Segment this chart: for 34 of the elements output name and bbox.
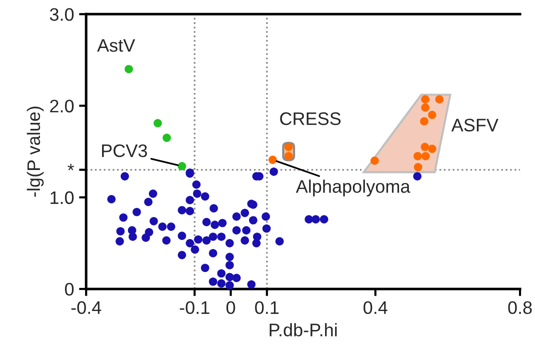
point bbox=[428, 144, 436, 153]
annotation: CRESS bbox=[280, 112, 341, 126]
annotation: AstV bbox=[97, 39, 136, 52]
annotation: PCV3 bbox=[102, 144, 147, 158]
y-tick-label: 1.0 bbox=[50, 191, 74, 204]
point bbox=[162, 134, 171, 142]
point bbox=[420, 117, 428, 126]
point bbox=[268, 156, 277, 164]
y-tick-label: * bbox=[68, 164, 74, 170]
y-tick-label: 3.0 bbox=[50, 8, 74, 21]
y-tick-label: 2.0 bbox=[50, 100, 74, 112]
x-tick-label: 0.4 bbox=[364, 301, 388, 314]
point bbox=[178, 162, 186, 170]
x-tick-label: 0 bbox=[226, 301, 236, 314]
point bbox=[421, 95, 430, 104]
point bbox=[414, 152, 422, 160]
x-axis-title: P.db-P.hi bbox=[270, 323, 337, 336]
annotation: Alphapolyoma bbox=[296, 180, 410, 196]
annotation: ASFV bbox=[451, 118, 498, 132]
point bbox=[414, 162, 422, 172]
point bbox=[420, 142, 430, 152]
y-tick-label: 0 bbox=[64, 282, 74, 296]
point bbox=[421, 103, 430, 112]
point bbox=[428, 110, 436, 120]
x-tick-label: 0.8 bbox=[508, 301, 532, 314]
y-axis-title: -lg(P value) bbox=[26, 106, 44, 197]
point bbox=[370, 156, 379, 165]
point bbox=[154, 118, 162, 128]
point bbox=[435, 95, 444, 104]
point bbox=[421, 152, 430, 160]
point bbox=[124, 64, 133, 74]
x-tick-label: 0.1 bbox=[255, 301, 279, 314]
x-tick-label: -0.4 bbox=[71, 301, 102, 314]
x-tick-label: -0.1 bbox=[180, 301, 210, 314]
